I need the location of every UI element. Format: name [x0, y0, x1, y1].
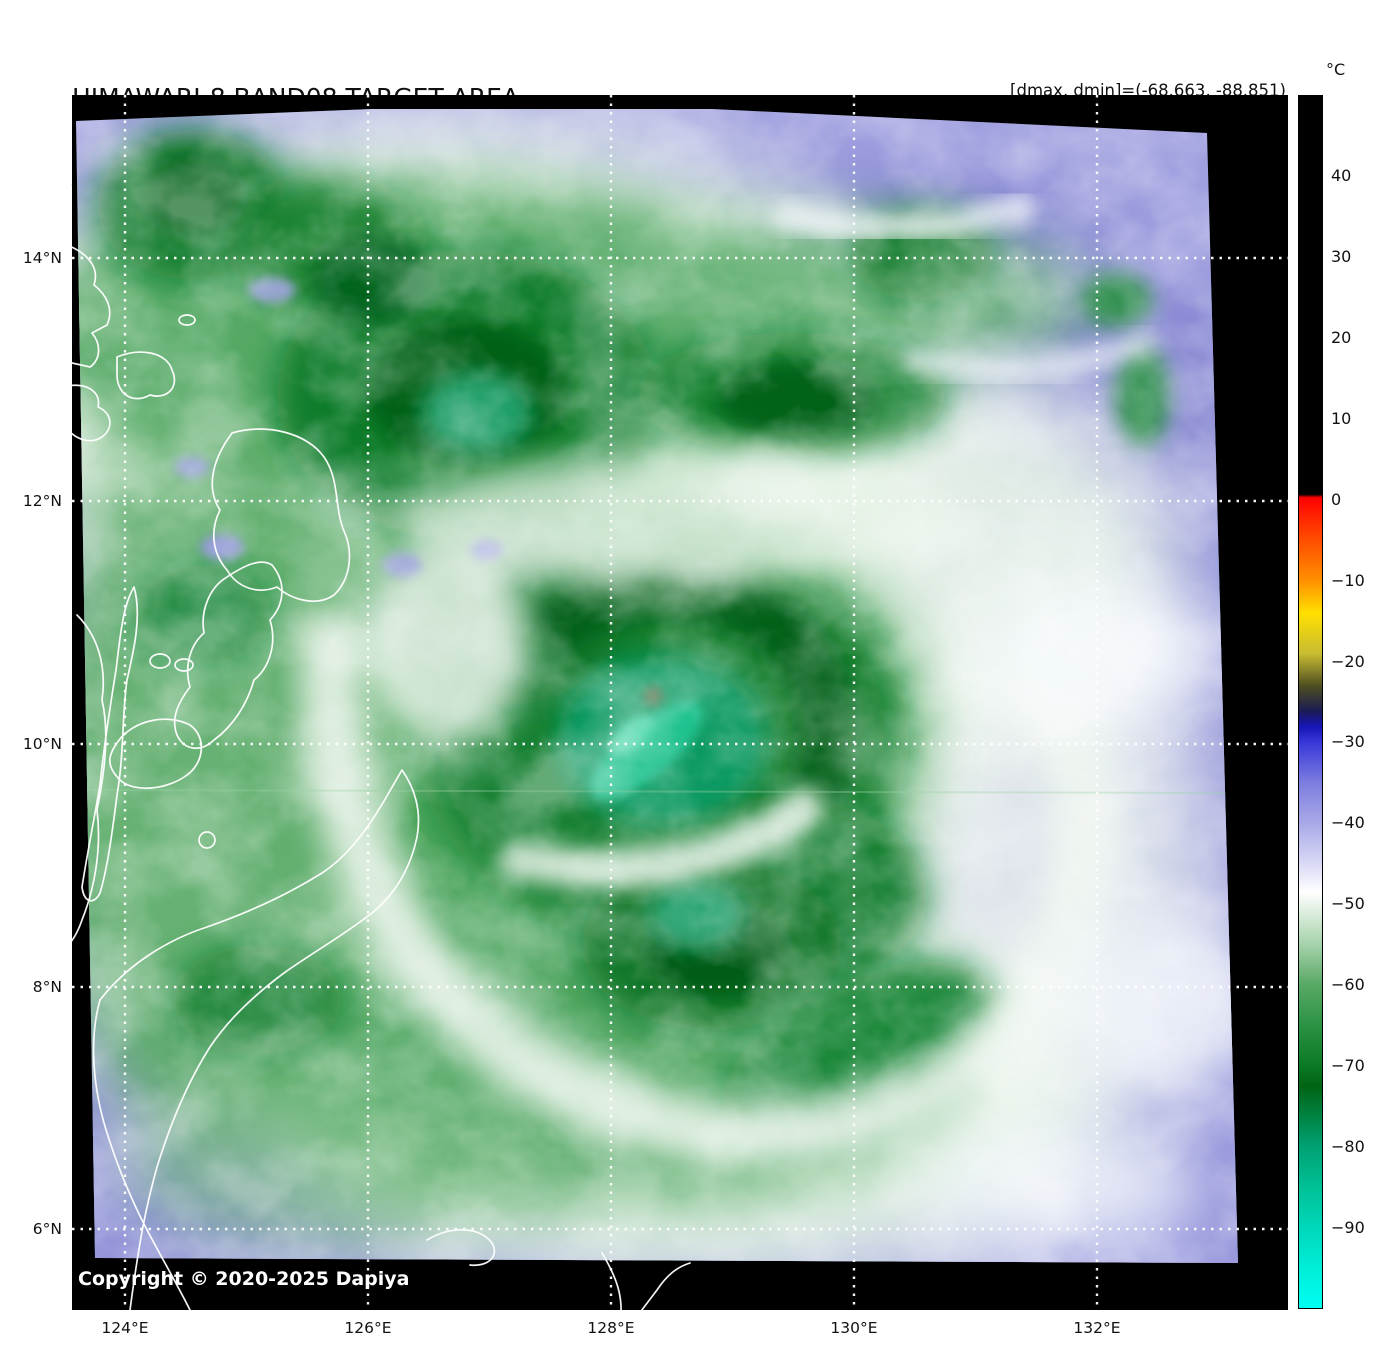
data-swath — [76, 109, 1238, 1263]
colorbar-unit: °C — [1326, 60, 1346, 79]
satellite-scene — [72, 95, 1288, 1310]
colorbar-tick-label: 30 — [1331, 247, 1352, 266]
lat-tick-label: 10°N — [22, 735, 62, 753]
colorbar-tick-label: 0 — [1331, 490, 1342, 509]
colorbar-tick-label: −90 — [1331, 1218, 1365, 1237]
colorbar-tick-label: 40 — [1331, 166, 1352, 185]
lon-tick-label: 126°E — [344, 1319, 392, 1337]
copyright-watermark: Copyright © 2020-2025 Dapiya — [78, 1268, 410, 1290]
colorbar-tick-label: −70 — [1331, 1056, 1365, 1075]
lon-tick-label: 128°E — [587, 1319, 635, 1337]
colorbar-tick-label: −60 — [1331, 975, 1365, 994]
graticule — [72, 95, 1288, 1310]
lon-tick-label: 132°E — [1073, 1319, 1121, 1337]
colorbar-tick-label: 10 — [1331, 409, 1352, 428]
colorbar-tick-label: −10 — [1331, 571, 1365, 590]
temperature-colorbar — [1298, 95, 1323, 1309]
colorbar-tick-label: −50 — [1331, 894, 1365, 913]
scan-seam — [79, 789, 1238, 794]
lat-tick-label: 12°N — [22, 492, 62, 510]
colorbar-tick-label: −80 — [1331, 1137, 1365, 1156]
colorbar-tick-label: −20 — [1331, 652, 1365, 671]
satellite-map-panel — [72, 95, 1288, 1310]
lat-tick-label: 8°N — [32, 978, 62, 996]
colorbar-tick-label: 20 — [1331, 328, 1352, 347]
lat-tick-label: 14°N — [22, 249, 62, 267]
lon-tick-label: 124°E — [101, 1319, 149, 1337]
colorbar-tick-label: −40 — [1331, 813, 1365, 832]
lon-tick-label: 130°E — [830, 1319, 878, 1337]
colorbar-tick-label: −30 — [1331, 732, 1365, 751]
lat-tick-label: 6°N — [32, 1220, 62, 1238]
